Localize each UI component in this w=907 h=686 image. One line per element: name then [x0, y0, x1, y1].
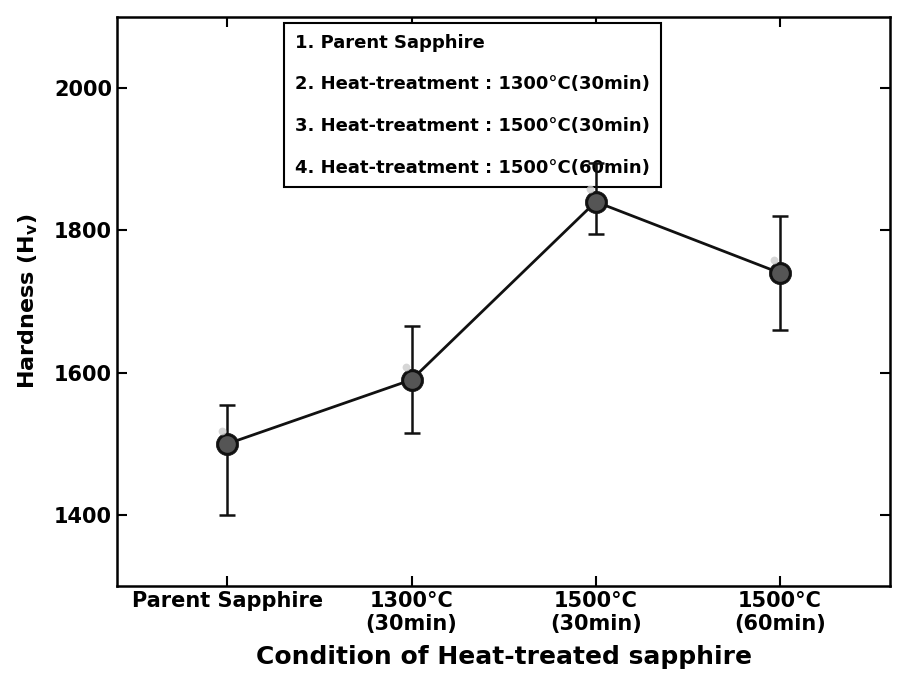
Point — [405, 375, 419, 386]
Point — [773, 268, 787, 279]
Point — [589, 196, 603, 207]
Point — [220, 438, 235, 449]
Point — [399, 362, 414, 372]
Text: 1. Parent Sapphire

2. Heat-treatment : 1300°C(30min)

3. Heat-treatment : 1500°: 1. Parent Sapphire 2. Heat-treatment : 1… — [295, 34, 649, 176]
Point — [589, 196, 603, 207]
Point — [215, 425, 229, 436]
X-axis label: Condition of Heat-treated sapphire: Condition of Heat-treated sapphire — [256, 646, 752, 670]
Point — [773, 268, 787, 279]
Point — [767, 255, 782, 265]
Point — [583, 183, 598, 194]
Y-axis label: Hardness ($\mathregular{H_v}$): Hardness ($\mathregular{H_v}$) — [16, 213, 40, 389]
Point — [405, 375, 419, 386]
Point — [220, 438, 235, 449]
